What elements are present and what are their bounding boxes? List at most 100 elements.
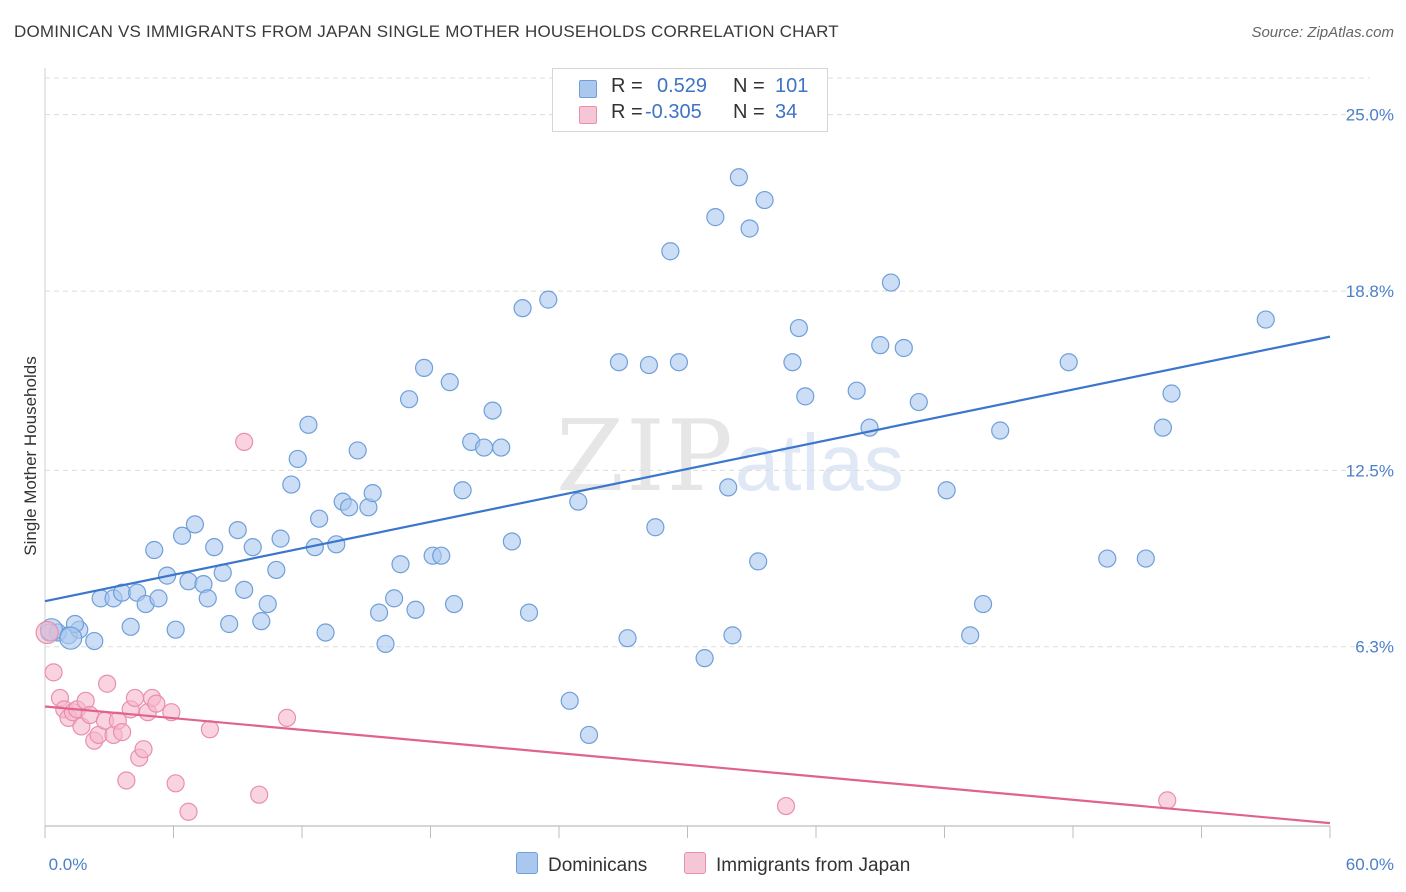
y-tick-label: 6.3% [1355,638,1394,657]
dominicans-trend-line [44,335,1331,603]
dominican-point [755,190,774,210]
dominican-point [483,401,502,420]
dominican-point [579,725,599,745]
bottom-legend-swatch-pink [684,852,706,874]
dominican-point [271,529,290,548]
dominican-point [783,353,802,372]
dominican-point [432,546,451,565]
dominican-point [399,390,419,409]
y-tick-label: 18.8% [1346,282,1394,301]
dominican-point [1098,549,1117,568]
dominican-point [406,600,425,619]
legend-swatch-pink [579,106,597,124]
legend-n-value: 101 [775,75,809,97]
dominican-point [299,415,318,434]
dominican-point [740,219,759,238]
dominican-point [560,691,579,710]
dominican-point [569,492,588,511]
dominican-point [384,589,404,608]
axes [44,68,1331,838]
dominican-point [881,273,901,292]
dominican-point [618,629,637,648]
japan-trend-line [44,705,1331,825]
japan-point [250,785,269,804]
japan-point [134,740,153,759]
dominican-point [121,617,140,636]
dominican-point [539,290,558,309]
dominican-point [1153,418,1173,437]
bottom-legend-swatch-blue [516,852,538,874]
dominican-point [59,626,83,650]
dominican-point [220,614,239,634]
dominican-point [235,580,254,599]
dominican-point [513,299,532,318]
dominican-point [492,438,511,457]
chart-title: DOMINICAN VS IMMIGRANTS FROM JAPAN SINGL… [14,22,839,41]
dominican-point [145,540,164,560]
dominican-point [695,649,714,668]
x-tick-label: 0.0% [49,855,88,874]
trend-lines [44,335,1331,825]
dominican-point [519,603,539,622]
japan-points [35,432,1177,821]
japan-point [200,720,220,739]
japan-point [166,774,185,793]
dominican-point [340,498,359,517]
japan-point [162,703,181,722]
dominican-point [198,589,217,608]
legend-n-label: N = [733,101,765,123]
dominican-point [185,515,205,534]
dominican-point [749,552,768,571]
dominican-point [258,594,277,614]
dominican-point [282,475,301,494]
y-tick-label: 12.5% [1346,461,1394,480]
legend-r-value: 0.529 [657,75,708,97]
bottom-legend-label: Immigrants from Japan [716,855,911,876]
legend-r-value: -0.305 [645,101,702,123]
dominican-point [871,336,890,355]
dominican-point [502,532,521,551]
dominican-point [719,478,738,497]
japan-point [179,802,198,821]
dominican-point [376,634,395,654]
bottom-legend-label: Dominicans [548,855,648,876]
dominican-point [991,421,1010,440]
dominican-point [267,560,286,580]
dominican-point [327,535,346,554]
japan-point [35,620,59,645]
dominican-point [1136,549,1155,568]
japan-point [112,723,132,742]
japan-point [98,674,117,693]
dominican-point [414,358,434,378]
bottom-legend-japan: Immigrants from Japan [684,852,910,877]
dominican-point [310,509,329,528]
x-tick-label: 60.0% [1346,855,1394,874]
watermark-zip: ZIP [556,400,735,514]
dominican-point [252,612,271,631]
japan-point [44,663,63,682]
dominican-point [166,620,185,639]
dominican-point [789,318,808,338]
dominican-point [646,518,665,537]
dominican-point [729,168,749,187]
dominican-point [243,538,262,557]
dominican-point [669,353,689,372]
legend-r-label: R = [611,101,643,123]
tick-labels: 6.3% 12.5% 18.8% 25.0% 0.0% 60.0% [49,106,1394,874]
dominicans-points [39,168,1275,745]
dominican-point [909,392,928,412]
japan-point [277,708,297,727]
japan-point [776,796,796,816]
dominican-point [179,572,198,591]
y-axis-label: Single Mother Households [21,356,40,555]
japan-point [147,694,166,713]
dominican-point [706,208,725,227]
dominican-point [440,373,459,392]
dominican-point [149,589,168,608]
dominican-point [172,526,192,545]
japan-point [117,771,136,790]
dominican-point [639,355,659,375]
dominican-point [894,338,913,358]
dominican-point [453,481,472,500]
